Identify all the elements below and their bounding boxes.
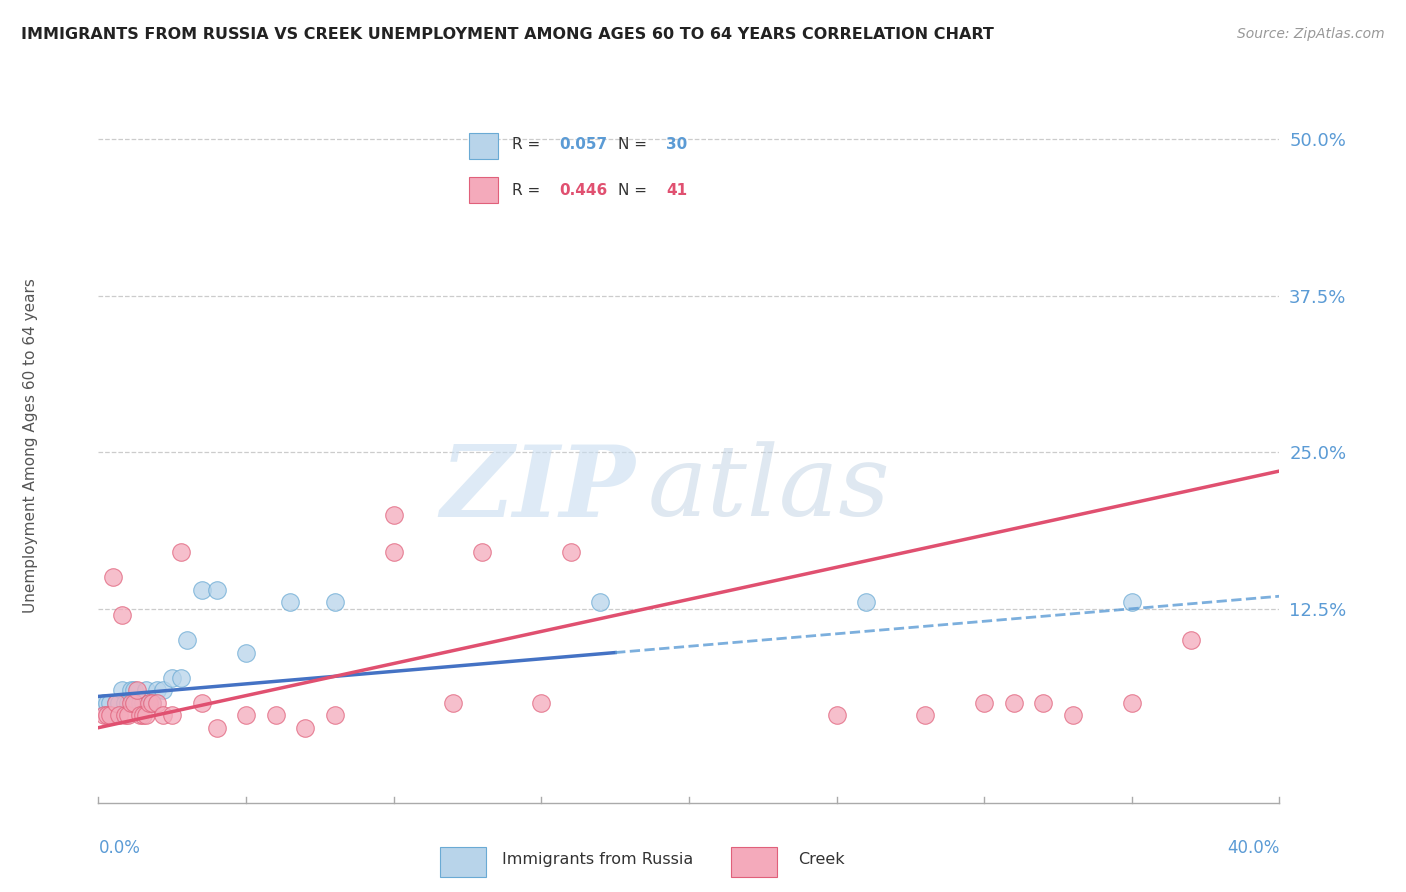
Point [111,683,134,698]
Point [96,696,118,710]
Point [589,595,612,609]
Point [122,683,145,698]
Point [471,545,494,559]
Point [96,708,118,723]
Point [170,545,193,559]
Point [205,721,228,735]
Point [1121,595,1143,609]
Point [141,696,163,710]
Point [152,683,174,698]
Point [105,696,128,710]
Point [120,683,142,698]
Point [111,607,134,622]
Point [146,683,169,698]
Point [264,708,287,723]
Text: Unemployment Among Ages 60 to 64 years: Unemployment Among Ages 60 to 64 years [24,278,38,614]
Point [117,696,139,710]
Point [125,683,148,698]
Point [441,696,464,710]
Point [98,708,121,723]
Point [191,582,214,597]
Point [162,671,183,685]
Point [135,708,157,723]
Point [103,708,125,723]
Point [170,671,193,685]
Point [560,545,582,559]
Point [122,696,145,710]
Point [105,696,128,710]
Text: 0.0%: 0.0% [98,838,141,857]
Point [146,696,169,710]
Point [125,696,148,710]
Point [1002,696,1025,710]
Point [132,708,155,723]
Point [973,696,995,710]
Point [825,708,848,723]
Point [530,696,553,710]
Point [132,696,155,710]
Point [138,696,160,710]
Point [135,683,157,698]
Point [855,595,877,609]
Point [120,696,142,710]
Point [1062,708,1084,723]
Text: ZIP: ZIP [441,441,636,537]
Point [114,696,136,710]
Text: atlas: atlas [648,442,890,536]
Point [128,708,150,723]
Point [205,582,228,597]
Point [914,708,936,723]
Point [235,646,257,660]
Point [1180,633,1202,648]
Point [128,696,150,710]
Point [1032,696,1054,710]
Point [323,595,346,609]
Point [1121,696,1143,710]
Point [235,708,257,723]
Point [141,696,163,710]
Text: 40.0%: 40.0% [1227,838,1279,857]
Point [108,696,131,710]
Point [382,508,405,522]
Text: IMMIGRANTS FROM RUSSIA VS CREEK UNEMPLOYMENT AMONG AGES 60 TO 64 YEARS CORRELATI: IMMIGRANTS FROM RUSSIA VS CREEK UNEMPLOY… [21,27,994,42]
Point [114,708,136,723]
Point [152,708,174,723]
Point [382,545,405,559]
Point [278,595,302,609]
Point [98,696,121,710]
Point [93,708,115,723]
Point [103,570,125,584]
Point [117,708,139,723]
Point [93,696,115,710]
Point [323,708,346,723]
Text: Source: ZipAtlas.com: Source: ZipAtlas.com [1237,27,1385,41]
Point [176,633,198,648]
Point [138,696,160,710]
Point [191,696,214,710]
Point [162,708,183,723]
Point [294,721,316,735]
Point [108,708,131,723]
